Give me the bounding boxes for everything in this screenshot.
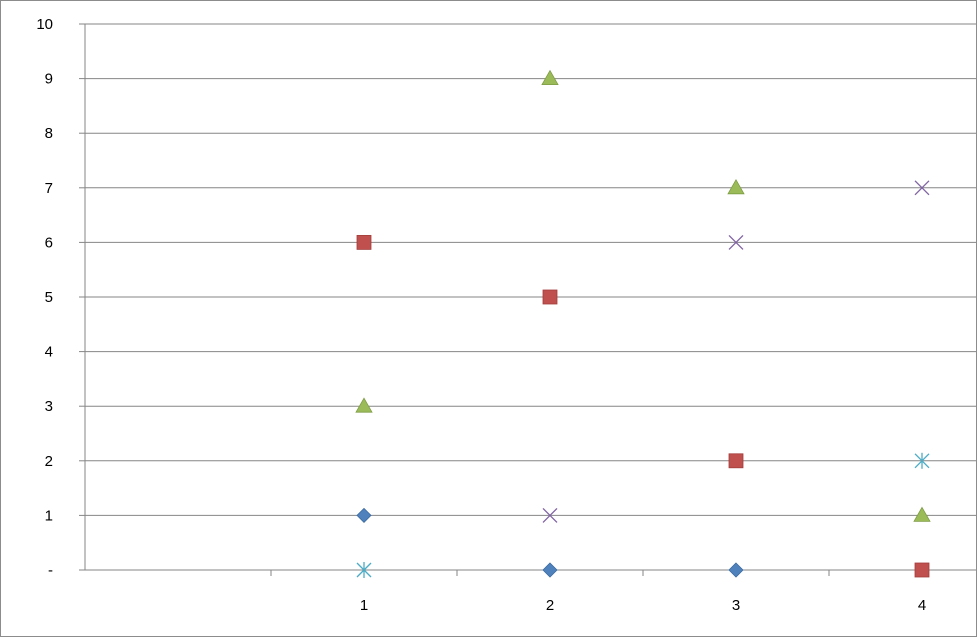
diamond-point (357, 508, 371, 522)
y-tick-label: 4 (45, 344, 53, 361)
y-tick-label: 5 (45, 289, 53, 306)
y-tick-label: 3 (45, 398, 53, 415)
y-tick-label: 8 (45, 125, 53, 142)
diamond-point (729, 563, 743, 577)
triangle-point (914, 507, 930, 521)
triangle-point (356, 398, 372, 412)
y-tick-label: - (48, 562, 53, 579)
y-tick-label: 7 (45, 180, 53, 197)
diamond-point (543, 563, 557, 577)
y-tick-label: 10 (36, 16, 53, 33)
y-tick-labels: - 1 2 3 4 5 6 7 8 9 10 (36, 16, 53, 579)
gridlines (85, 24, 976, 515)
y-tick-label: 9 (45, 71, 53, 88)
square-point (729, 454, 743, 468)
y-tick-label: 1 (45, 507, 53, 524)
x-tick-label: 1 (360, 597, 368, 614)
x-tick-label: 4 (918, 597, 926, 614)
y-tick-label: 6 (45, 234, 53, 251)
data-points (356, 71, 930, 578)
x-tick-label: 3 (732, 597, 740, 614)
y-tick-label: 2 (45, 453, 53, 470)
x-tick-labels: 1 2 3 4 (360, 597, 926, 614)
square-point (543, 290, 557, 304)
square-point (357, 235, 371, 249)
x-tick-label: 2 (546, 597, 554, 614)
triangle-point (728, 180, 744, 194)
axes (79, 24, 976, 576)
square-point (915, 563, 929, 577)
triangle-point (542, 71, 558, 85)
